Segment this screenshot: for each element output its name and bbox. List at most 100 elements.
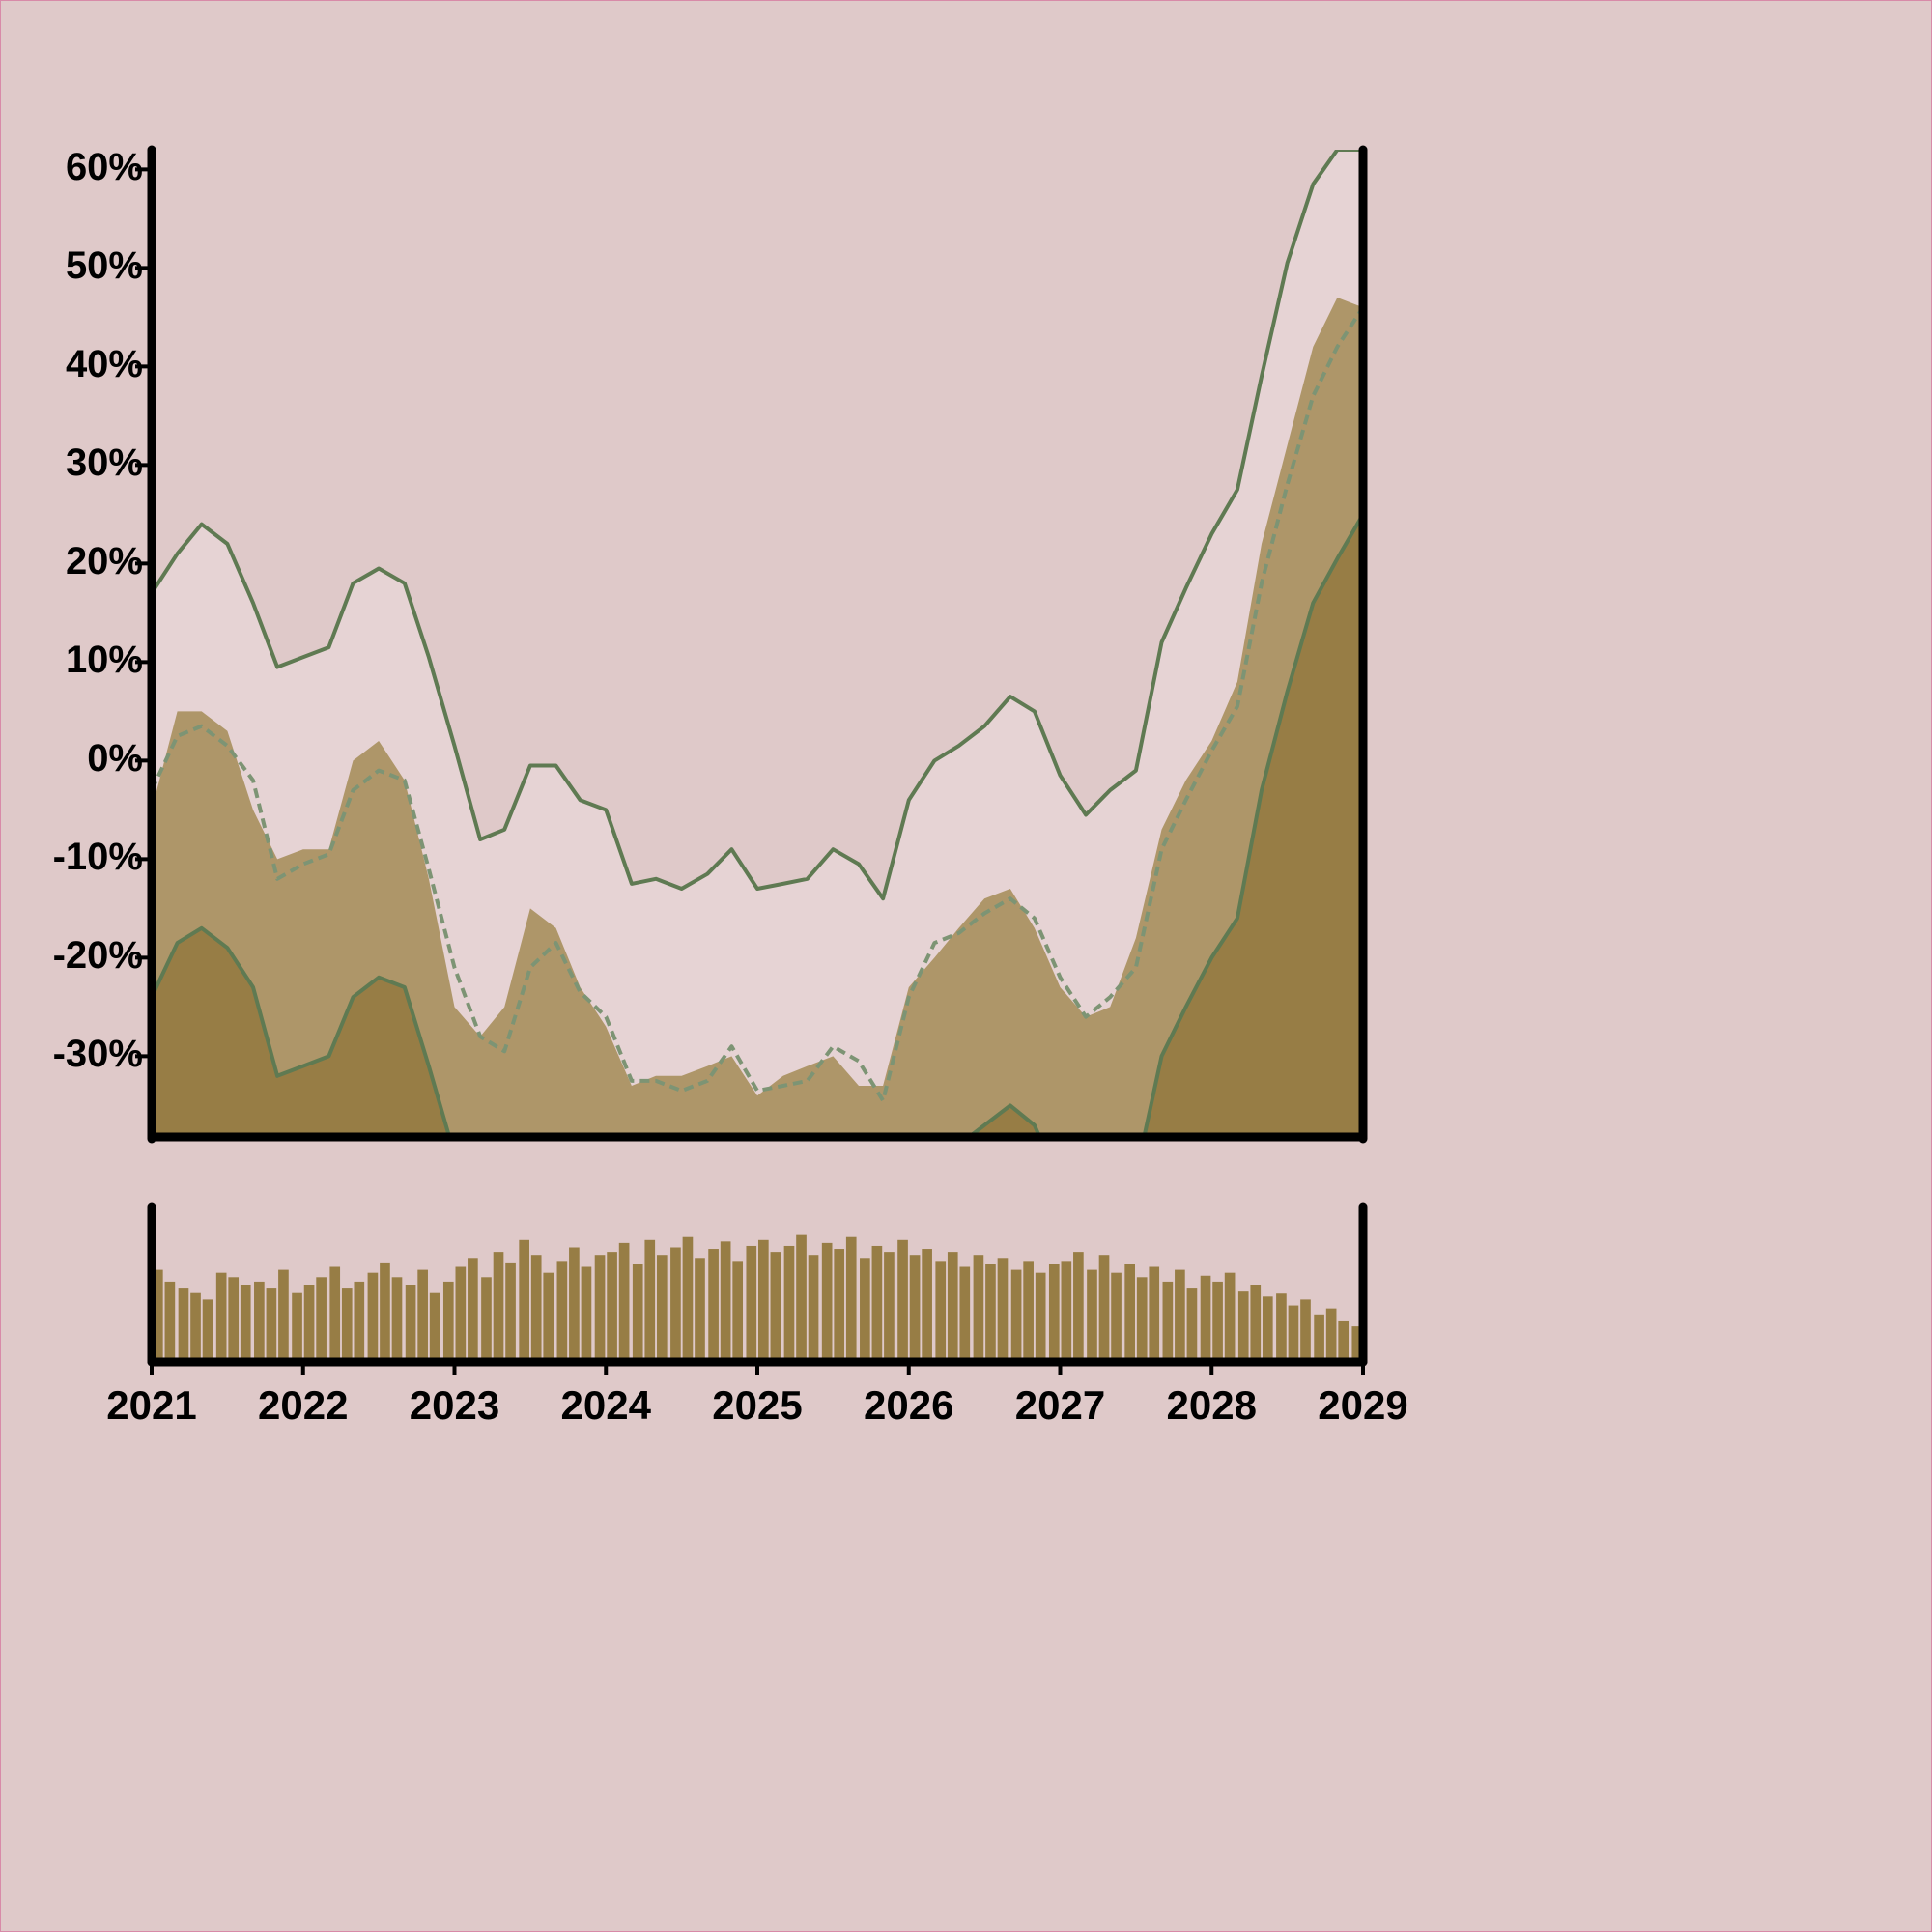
volume-bar [732, 1261, 744, 1359]
volume-bar [354, 1281, 365, 1359]
volume-bar [569, 1247, 580, 1359]
x-tick-label: 2023 [410, 1382, 499, 1428]
volume-bar [341, 1288, 353, 1359]
volume-bar [1010, 1269, 1022, 1359]
volume-bar [670, 1247, 681, 1359]
volume-bar [808, 1255, 819, 1359]
volume-bar [468, 1258, 478, 1359]
volume-bar [1073, 1252, 1084, 1359]
volume-bar [1175, 1269, 1185, 1359]
volume-bar [303, 1285, 315, 1359]
volume-bar [909, 1255, 921, 1359]
volume-bar [190, 1292, 201, 1359]
volume-bar [796, 1234, 807, 1359]
volume-bar [278, 1269, 289, 1359]
main-plot [152, 150, 1363, 1135]
volume-bar [556, 1261, 568, 1359]
volume-bar [607, 1252, 617, 1359]
volume-bar [821, 1242, 833, 1359]
volume-bar [215, 1272, 227, 1359]
volume-bar [783, 1245, 795, 1359]
volume-bar [1237, 1291, 1249, 1359]
volume-bar [922, 1249, 932, 1359]
volume-bar [656, 1255, 668, 1359]
axes: -30% -20% -10% 0% 10% 20% 30% 40% 50% 60% 2021 2022… [53, 145, 1408, 1428]
volume-bar [897, 1239, 908, 1359]
x-tick-label: 2025 [712, 1382, 802, 1428]
volume-bar [985, 1264, 996, 1359]
volume-bar [530, 1255, 542, 1359]
volume-bar [860, 1258, 870, 1359]
volume-bar [1200, 1275, 1211, 1359]
median-line [152, 306, 1363, 1103]
volume-bar [455, 1266, 467, 1359]
y-tick-label: 40% [66, 343, 143, 385]
y-tick-label: 20% [66, 540, 143, 582]
volume-bar [644, 1239, 656, 1359]
volume-bar [1250, 1285, 1262, 1359]
volume-bar [708, 1249, 719, 1359]
volume-bar [758, 1239, 769, 1359]
volume-bar [254, 1281, 265, 1359]
volume-bar [834, 1249, 845, 1359]
volume-bar [973, 1255, 984, 1359]
y-tick-label: 30% [66, 441, 143, 484]
volume-bar [1035, 1272, 1046, 1359]
volume-bar [417, 1269, 428, 1359]
volume-bar [1224, 1272, 1236, 1359]
volume-bar [1338, 1320, 1350, 1359]
volume-bar [1098, 1255, 1110, 1359]
volume-bar [1136, 1277, 1148, 1359]
volume-bar [505, 1262, 516, 1359]
volume-bar [695, 1258, 705, 1359]
band [152, 150, 1363, 1135]
volume-bar [632, 1264, 643, 1359]
volume-plot [153, 1234, 1363, 1359]
volume-bar [682, 1236, 694, 1359]
volume-bar [871, 1245, 883, 1359]
volume-bar [178, 1288, 189, 1359]
volume-bar [543, 1272, 554, 1359]
volume-bar [380, 1262, 390, 1359]
volume-bar [1087, 1269, 1097, 1359]
volume-bar [429, 1292, 440, 1359]
volume-bar [1351, 1326, 1363, 1359]
volume-bar [884, 1252, 895, 1359]
volume-bar [1212, 1281, 1223, 1359]
volume-bar [240, 1285, 251, 1359]
volume-bar [746, 1245, 757, 1359]
x-tick-label: 2022 [258, 1382, 348, 1428]
volume-bar [845, 1236, 857, 1359]
line [152, 150, 1363, 901]
volume-bar [1276, 1293, 1287, 1359]
volume-bar [594, 1255, 606, 1359]
volume-bar [581, 1266, 592, 1359]
y-tick-label: -30% [53, 1033, 143, 1075]
volume-bar [228, 1277, 240, 1359]
volume-bar [1314, 1314, 1324, 1359]
volume-bar [1061, 1261, 1072, 1359]
volume-bar [1300, 1299, 1311, 1359]
volume-bar [959, 1266, 971, 1359]
volume-bar [1288, 1305, 1299, 1359]
volume-bar [1262, 1296, 1273, 1359]
x-tick-label: 2028 [1167, 1382, 1257, 1428]
volume-bar [164, 1281, 176, 1359]
y-tick-label: 0% [87, 737, 143, 780]
volume-bar [292, 1292, 302, 1359]
line [152, 513, 1363, 1135]
x-tick-label: 2021 [106, 1382, 196, 1428]
volume-bar [405, 1285, 416, 1359]
y-tick-label: 50% [66, 244, 143, 287]
y-tick-label: -20% [53, 934, 143, 977]
volume-bar [1162, 1281, 1174, 1359]
volume-bar [1186, 1288, 1198, 1359]
volume-bar [519, 1239, 529, 1359]
volume-bar [935, 1261, 947, 1359]
y-tick-label: -10% [53, 836, 143, 878]
volume-bar [367, 1272, 379, 1359]
x-tick-label: 2024 [561, 1382, 652, 1428]
volume-bar [997, 1258, 1009, 1359]
x-tick-label: 2027 [1015, 1382, 1105, 1428]
